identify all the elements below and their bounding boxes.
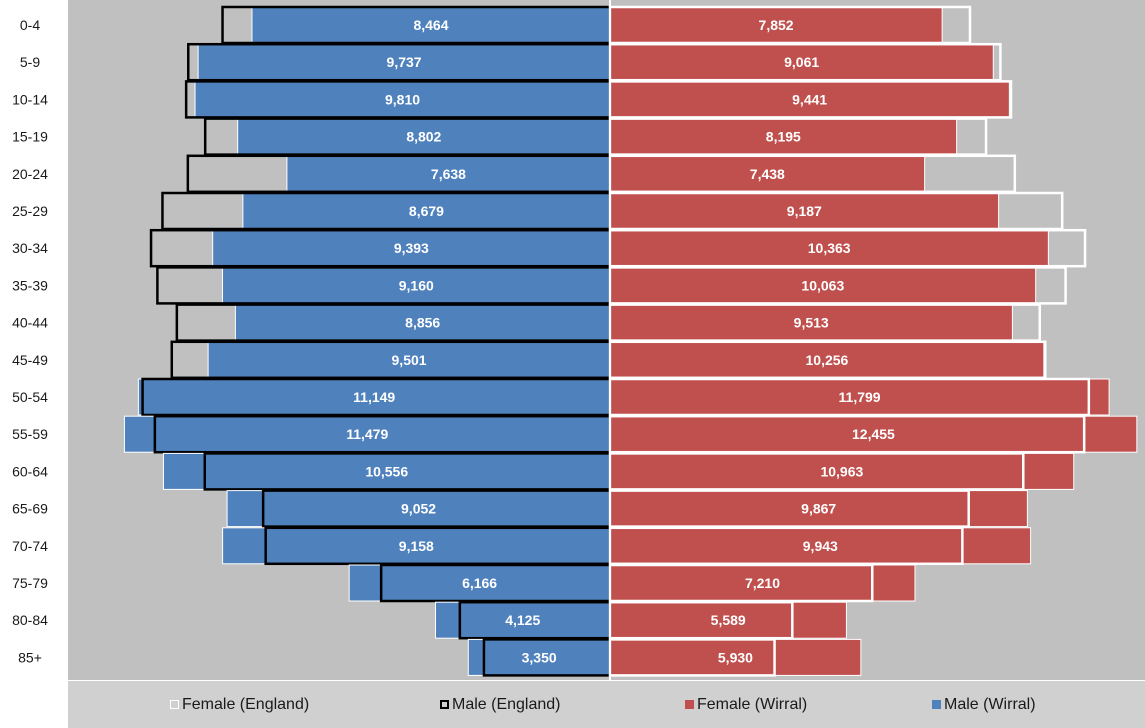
legend-item-female-england: Female (England) (170, 681, 309, 728)
category-label: 60-64 (12, 463, 48, 479)
category-label: 55-59 (12, 426, 48, 442)
data-label-male-wirral: 4,125 (505, 612, 540, 628)
data-label-female-wirral: 5,930 (718, 649, 753, 665)
data-label-female-wirral: 9,513 (794, 315, 829, 331)
data-label-female-wirral: 8,195 (766, 129, 801, 145)
data-label-female-wirral: 7,210 (745, 575, 780, 591)
bar-male-wirral (226, 490, 611, 528)
legend-label-female-wirral: Female (Wirral) (697, 695, 808, 713)
data-label-female-wirral: 9,867 (801, 501, 836, 517)
data-label-male-wirral: 11,479 (346, 426, 388, 442)
data-label-male-wirral: 11,149 (353, 389, 395, 405)
data-label-female-wirral: 7,852 (759, 17, 794, 33)
category-label: 40-44 (12, 315, 48, 331)
data-label-female-wirral: 7,438 (750, 166, 785, 182)
bar-male-wirral (234, 304, 611, 342)
data-label-male-wirral: 8,856 (405, 315, 440, 331)
legend-item-female-wirral: Female (Wirral) (685, 681, 807, 728)
data-label-male-wirral: 9,052 (401, 501, 436, 517)
bar-female-wirral (609, 601, 847, 639)
category-label: 50-54 (12, 389, 48, 405)
bar-female-wirral (609, 378, 1110, 416)
category-label: 70-74 (12, 538, 48, 554)
data-label-male-wirral: 8,802 (406, 129, 441, 145)
category-label: 75-79 (12, 575, 48, 591)
data-label-male-wirral: 6,166 (462, 575, 497, 591)
bar-male-wirral (137, 378, 611, 416)
legend-swatch-female-england (170, 700, 179, 709)
bar-female-wirral (609, 229, 1049, 267)
bar-male-wirral (222, 266, 611, 304)
data-label-female-wirral: 10,256 (806, 352, 849, 368)
legend-swatch-female-wirral (685, 700, 694, 709)
legend-item-male-england: Male (England) (440, 681, 561, 728)
data-label-female-wirral: 9,187 (787, 203, 822, 219)
chart-svg: 0-4 8,464 7,852 5-9 9,737 9,061 10-14 9,810 9,44… (12, 0, 1145, 680)
bar-male-wirral (162, 452, 611, 490)
category-label: 15-19 (12, 129, 48, 145)
bar-male-wirral (348, 564, 611, 602)
category-label: 5-9 (20, 54, 40, 70)
data-label-female-wirral: 11,799 (839, 389, 881, 405)
data-label-female-wirral: 5,589 (711, 612, 746, 628)
data-label-female-wirral: 9,441 (792, 91, 827, 107)
bar-male-wirral (242, 192, 611, 230)
legend-item-male-wirral: Male (Wirral) (932, 681, 1036, 728)
category-label: 45-49 (12, 352, 48, 368)
data-label-female-wirral: 10,963 (820, 463, 863, 479)
category-label: 35-39 (12, 277, 48, 293)
data-label-male-wirral: 9,501 (392, 352, 427, 368)
data-label-male-wirral: 9,737 (387, 54, 422, 70)
bar-male-wirral (194, 80, 611, 118)
bar-male-wirral (251, 6, 611, 44)
legend-label-male-england: Male (England) (452, 695, 561, 713)
bar-female-wirral (609, 80, 1010, 118)
data-label-male-wirral: 9,158 (399, 538, 434, 554)
legend-swatch-male-wirral (932, 700, 941, 709)
category-label: 25-29 (12, 203, 48, 219)
data-label-female-wirral: 10,363 (808, 240, 851, 256)
bar-female-wirral (609, 415, 1138, 453)
data-label-female-wirral: 9,061 (784, 54, 819, 70)
bar-female-wirral (609, 155, 926, 193)
bar-female-wirral (609, 304, 1013, 342)
bar-female-wirral (609, 638, 862, 676)
bar-male-wirral (197, 43, 611, 81)
category-label: 65-69 (12, 501, 48, 517)
legend-label-male-wirral: Male (Wirral) (944, 695, 1036, 713)
bar-female-wirral (609, 118, 958, 156)
data-label-male-wirral: 3,350 (522, 649, 557, 665)
category-label: 85+ (18, 649, 42, 665)
bar-male-wirral (286, 155, 611, 193)
bar-male-wirral (435, 601, 611, 639)
category-label: 80-84 (12, 612, 48, 628)
bar-female-wirral (609, 564, 916, 602)
category-label: 0-4 (20, 17, 40, 33)
data-label-male-wirral: 7,638 (431, 166, 466, 182)
legend-swatch-male-england (440, 700, 449, 709)
category-label: 20-24 (12, 166, 48, 182)
data-label-male-wirral: 9,810 (385, 91, 420, 107)
bar-female-wirral (609, 266, 1037, 304)
data-label-female-wirral: 12,455 (852, 426, 895, 442)
legend-label-female-england: Female (England) (182, 695, 310, 713)
data-label-male-wirral: 8,464 (413, 17, 448, 33)
data-label-male-wirral: 9,160 (399, 277, 434, 293)
category-label: 10-14 (12, 91, 48, 107)
data-label-male-wirral: 8,679 (409, 203, 444, 219)
data-label-female-wirral: 9,943 (803, 538, 838, 554)
legend (68, 681, 1145, 728)
data-label-female-wirral: 10,063 (801, 277, 844, 293)
category-label: 30-34 (12, 240, 48, 256)
data-label-male-wirral: 10,556 (365, 463, 408, 479)
data-label-male-wirral: 9,393 (394, 240, 429, 256)
